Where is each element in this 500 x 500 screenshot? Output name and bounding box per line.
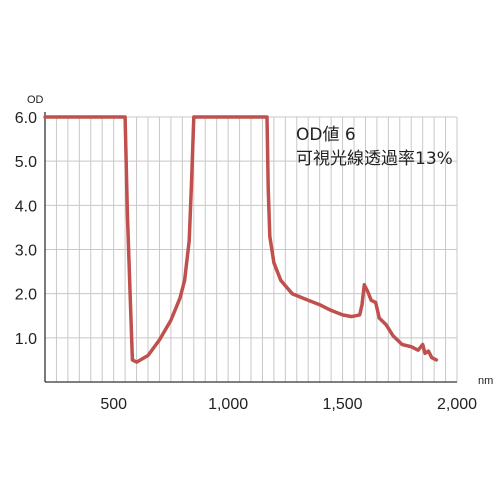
y-tick-label: 2.0	[15, 287, 37, 304]
x-tick-label: 500	[100, 396, 127, 413]
y-tick-label: 4.0	[15, 198, 37, 215]
tick-labels: 500 1,000 1,500 2,000 1.0 2.0 3.0 4.0 5.0 6.0	[15, 110, 477, 413]
x-tick-label: 2,000	[437, 396, 477, 413]
x-axis-unit-label: nm	[478, 375, 493, 387]
annotation-od-value: OD値 6	[296, 125, 356, 145]
y-axis-unit-label: OD	[27, 94, 44, 106]
y-tick-label: 6.0	[15, 110, 37, 127]
y-tick-label: 1.0	[15, 331, 37, 348]
grid-lines	[45, 116, 458, 382]
x-tick-label: 1,000	[208, 396, 248, 413]
series-layer	[43, 115, 439, 364]
y-tick-label: 3.0	[15, 243, 37, 260]
od-series-line	[43, 115, 439, 364]
annotation-transmittance: 可視光線透過率13%	[296, 149, 453, 169]
x-tick-label: 1,500	[323, 396, 363, 413]
y-tick-label: 5.0	[15, 154, 37, 171]
axes	[44, 112, 457, 383]
